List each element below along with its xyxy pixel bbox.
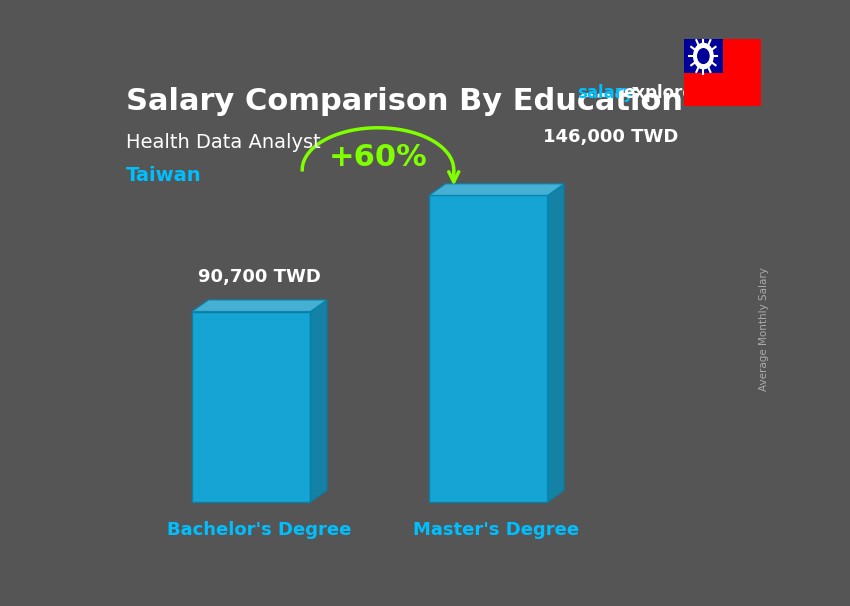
- Text: Salary Comparison By Education: Salary Comparison By Education: [126, 87, 683, 116]
- Polygon shape: [429, 184, 564, 196]
- Text: salary: salary: [577, 84, 634, 102]
- Text: explorer: explorer: [623, 84, 702, 102]
- Polygon shape: [192, 300, 327, 311]
- Text: Bachelor's Degree: Bachelor's Degree: [167, 521, 352, 539]
- Text: +60%: +60%: [329, 142, 428, 171]
- Circle shape: [698, 48, 709, 64]
- Text: Master's Degree: Master's Degree: [413, 521, 580, 539]
- Text: 146,000 TWD: 146,000 TWD: [542, 128, 678, 147]
- Polygon shape: [310, 300, 327, 502]
- Polygon shape: [684, 39, 761, 106]
- Text: Taiwan: Taiwan: [126, 166, 201, 185]
- Text: Average Monthly Salary: Average Monthly Salary: [759, 267, 768, 391]
- Circle shape: [694, 44, 713, 68]
- Text: 90,700 TWD: 90,700 TWD: [198, 268, 320, 286]
- Polygon shape: [684, 39, 722, 73]
- Text: Health Data Analyst: Health Data Analyst: [126, 133, 320, 152]
- Text: .com: .com: [684, 84, 730, 102]
- Polygon shape: [547, 184, 564, 502]
- Polygon shape: [192, 311, 310, 502]
- Polygon shape: [429, 196, 547, 502]
